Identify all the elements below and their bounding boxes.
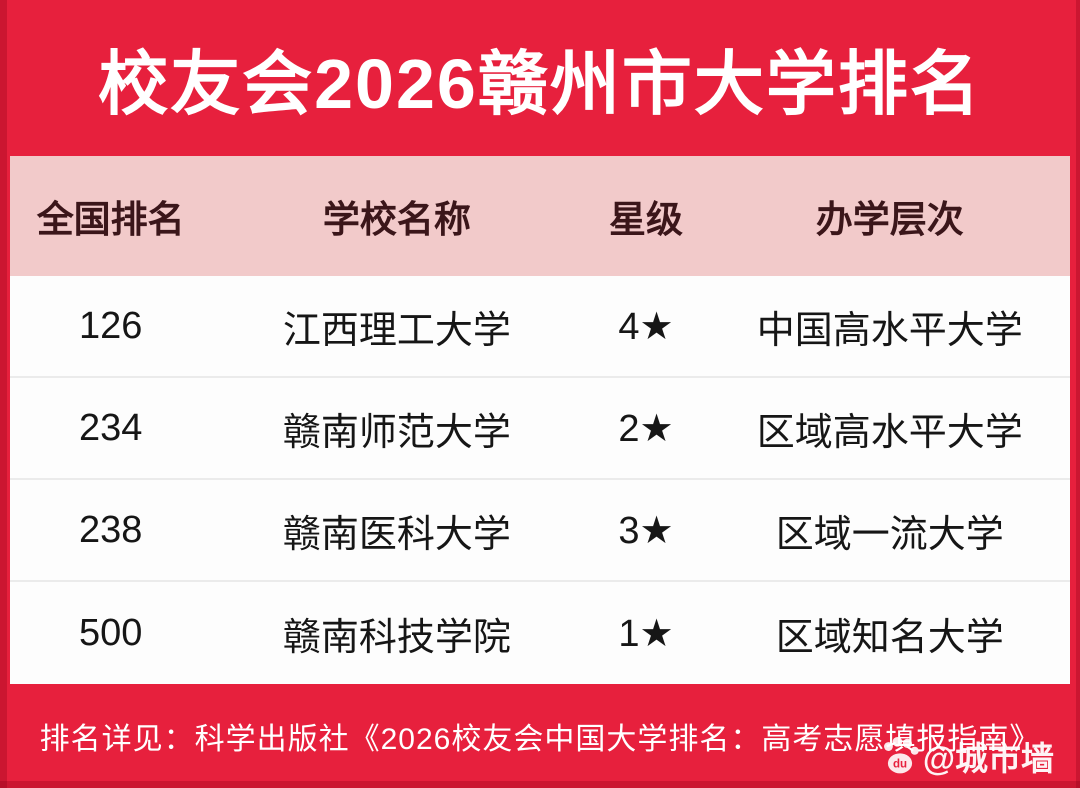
cell-education-level: 中国高水平大学 [756,309,1023,352]
table-row: 500 赣南科技学院 1★ 区域知名大学 [10,582,1070,684]
cell-education-level: 区域高水平大学 [756,411,1023,454]
watermark-text: @城市墙 [922,740,1054,777]
cell-education-level: 区域一流大学 [775,513,1004,556]
column-header-school-name: 学校名称 [322,199,471,240]
table-header-row: 全国排名 学校名称 星级 办学层次 [10,156,1070,276]
column-header-national-rank: 全国排名 [36,199,185,240]
svg-text:du: du [893,759,907,771]
page-title: 校友会2026赣州市大学排名 [98,44,982,123]
cell-national-rank: 234 [78,406,143,449]
ranking-table: 全国排名 学校名称 星级 办学层次 126 江西理工大学 4★ 中国高水平大学 … [10,156,1070,684]
left-edge-shade [0,0,7,788]
cell-school-name: 江西理工大学 [282,309,511,352]
cell-star-rating: 3★ [618,509,674,552]
cell-education-level: 区域知名大学 [775,616,1004,659]
paw-icon: du [879,735,921,777]
column-header-education-level: 办学层次 [815,199,964,240]
cell-star-rating: 4★ [618,305,674,348]
table-row: 126 江西理工大学 4★ 中国高水平大学 [10,276,1070,378]
cell-national-rank: 126 [78,304,143,347]
cell-star-rating: 2★ [618,407,674,450]
column-header-star-rating: 星级 [608,199,683,240]
cell-star-rating: 1★ [618,612,674,655]
watermark: du @城市墙 [879,732,1054,780]
cell-national-rank: 500 [78,611,143,654]
cell-school-name: 赣南师范大学 [282,411,511,454]
table-row: 238 赣南医科大学 3★ 区域一流大学 [10,480,1070,582]
cell-school-name: 赣南科技学院 [282,616,511,659]
cell-school-name: 赣南医科大学 [282,513,511,556]
cell-national-rank: 238 [78,508,143,551]
right-edge-shade [1076,0,1080,788]
footer-note: 排名详见：科学出版社《2026校友会中国大学排名：高考志愿填报指南》 [39,723,1041,756]
table-row: 234 赣南师范大学 2★ 区域高水平大学 [10,378,1070,480]
table-body: 126 江西理工大学 4★ 中国高水平大学 234 赣南师范大学 2★ 区域高水… [10,276,1070,684]
